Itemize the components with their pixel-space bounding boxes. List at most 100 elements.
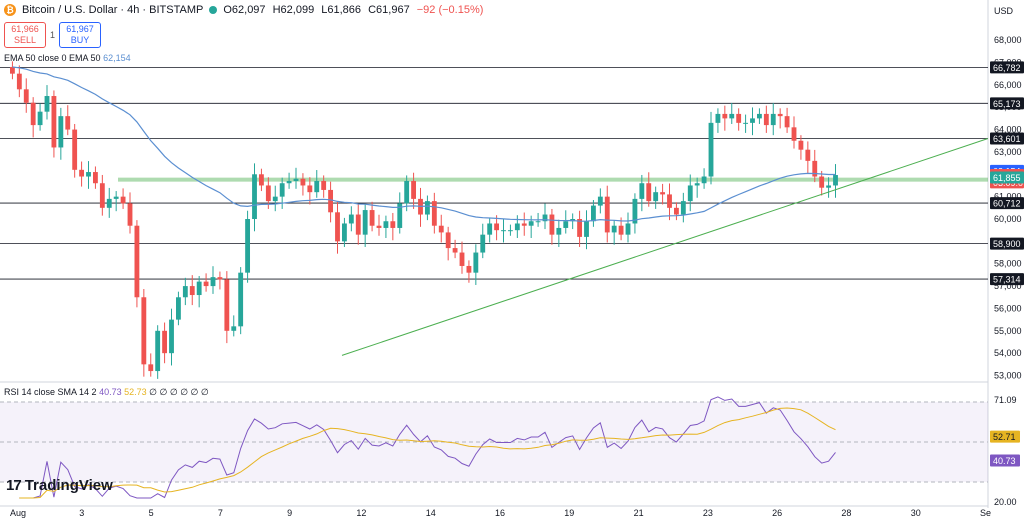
candle-body: [563, 221, 569, 228]
rsi-line: [19, 396, 836, 499]
ema-legend[interactable]: EMA 50 close 0 EMA 50 62,154: [4, 53, 131, 63]
time-tick-label: 16: [495, 508, 505, 518]
price-badge-label: 60,712: [993, 199, 1021, 209]
candle-body: [722, 113, 728, 119]
candle-body: [300, 178, 306, 186]
price-badge: [990, 273, 1024, 286]
candle-body: [639, 183, 645, 199]
price-badge: [990, 197, 1024, 210]
candle-body: [189, 286, 195, 296]
candle-body: [680, 201, 686, 215]
price-tick-label: 68,000: [994, 35, 1022, 45]
candle-body: [390, 221, 396, 228]
candle-body: [556, 227, 562, 235]
price-badge-label: 57,314: [993, 275, 1021, 285]
candle-body: [141, 297, 147, 365]
price-badge: [990, 61, 1024, 74]
candle-body: [584, 221, 589, 237]
sell-button[interactable]: 61,966 SELL: [4, 22, 46, 48]
rsi-legend-label: RSI 14 close SMA 14 2: [4, 387, 97, 397]
price-badge: [990, 171, 1024, 184]
candle-body: [203, 281, 209, 287]
candle-body: [750, 118, 755, 123]
candle-body: [701, 176, 707, 184]
candle-body: [687, 185, 693, 202]
candle-body: [549, 214, 555, 235]
candle-body: [245, 219, 251, 273]
time-tick-label: 7: [218, 508, 223, 518]
candle-body: [466, 265, 472, 273]
candle-body: [597, 196, 603, 206]
candle-body: [812, 160, 818, 177]
spread-value: 1: [50, 30, 56, 40]
candle-body: [729, 113, 735, 119]
candle-body: [162, 330, 168, 354]
open-value: O62,097: [223, 4, 266, 16]
candle-body: [833, 175, 838, 186]
symbol-title[interactable]: Bitcoin / U.S. Dollar · 4h · BITSTAMP: [22, 4, 204, 16]
candle-body: [44, 96, 50, 112]
sell-price: 61,966: [11, 24, 39, 34]
high-value: H62,099: [272, 4, 315, 16]
candle-body: [445, 232, 451, 249]
chart-header: ₿ Bitcoin / U.S. Dollar · 4h · BITSTAMP …: [4, 4, 487, 16]
support-zone: [118, 177, 988, 182]
change-value: −92 (−0.15%): [416, 4, 484, 16]
price-badge-label: 63,601: [993, 134, 1021, 144]
candle-body: [176, 297, 181, 320]
candle-body: [99, 183, 105, 208]
price-tick-label: 60,000: [994, 214, 1022, 224]
rsi-sma-legend-value: 52.73: [124, 387, 147, 397]
time-tick-label: 3: [79, 508, 84, 518]
candle-body: [86, 172, 91, 177]
candle-body: [37, 111, 43, 126]
candle-body: [425, 201, 430, 215]
candle-body: [72, 129, 78, 170]
time-tick-label: 30: [911, 508, 921, 518]
candle-body: [494, 223, 500, 231]
price-badge-label: 65,173: [993, 99, 1021, 109]
candle-body: [362, 210, 368, 235]
currency-label[interactable]: USD: [994, 6, 1014, 16]
candle-body: [770, 113, 776, 126]
time-tick-label: 5: [149, 508, 154, 518]
candle-body: [355, 214, 361, 235]
buy-button[interactable]: 61,967 BUY: [59, 22, 102, 48]
price-tick-label: 63,000: [994, 147, 1022, 157]
candle-body: [321, 180, 327, 190]
candle-body: [286, 180, 292, 184]
tradingview-logo: 17 TradingView: [6, 477, 113, 494]
candle-body: [667, 194, 672, 208]
candle-body: [611, 225, 617, 233]
candle-body: [335, 212, 340, 242]
candle-body: [272, 196, 278, 202]
candle-body: [514, 223, 520, 231]
candle-body: [653, 192, 659, 202]
candle-body: [501, 230, 506, 232]
candle-body: [369, 210, 375, 226]
time-tick-label: Se: [980, 508, 991, 518]
rsi-legend[interactable]: RSI 14 close SMA 14 2 40.73 52.73 ∅ ∅ ∅ …: [4, 387, 209, 398]
price-tick-label: 64,000: [994, 125, 1022, 135]
candle-body: [169, 319, 174, 354]
rsi-sma-line: [19, 407, 836, 499]
candle-body: [819, 176, 825, 188]
price-badge-label: 58,900: [993, 239, 1021, 249]
rsi-badge: [990, 454, 1020, 467]
candle-body: [196, 281, 202, 296]
candle-body: [798, 140, 804, 150]
candle-body: [265, 185, 271, 202]
price-badge: [990, 237, 1024, 250]
candle-body: [93, 172, 98, 184]
time-tick-label: 26: [772, 508, 782, 518]
candle-body: [23, 89, 29, 103]
rsi-legend-extra: ∅ ∅ ∅ ∅ ∅ ∅: [149, 387, 209, 397]
candle-body: [397, 203, 403, 228]
price-badge-label: 61,855: [993, 173, 1021, 183]
time-tick-label: 19: [564, 508, 574, 518]
bitcoin-icon: ₿: [4, 4, 16, 16]
price-badge-label: 66,782: [993, 63, 1021, 73]
candle-body: [348, 214, 354, 224]
candle-body: [777, 113, 783, 117]
